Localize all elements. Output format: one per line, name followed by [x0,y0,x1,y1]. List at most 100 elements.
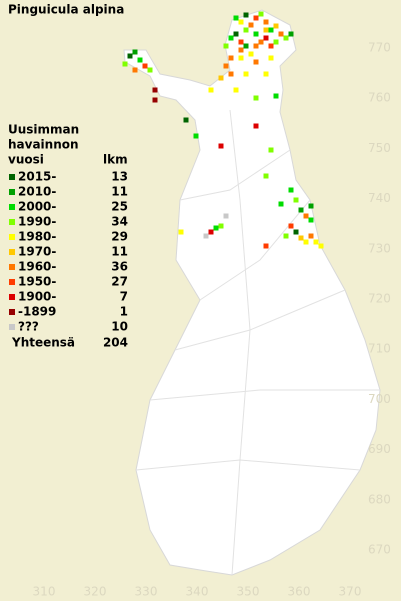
observation [253,31,259,37]
observation [308,233,314,239]
axes: 310 320 330 340 350 360 3706706806907007107207… [33,41,391,599]
observation [308,203,314,209]
observation [152,97,158,103]
observation [278,201,284,207]
observation [283,35,289,41]
observation [273,23,279,29]
y-axis-label: 740 [368,191,391,205]
observation [263,71,269,77]
observation [178,229,184,235]
legend-label: 2000- [18,200,56,214]
observation [268,55,274,61]
legend-heading: Uusimman [8,123,79,137]
legend-swatch [9,174,15,180]
observation [137,57,143,63]
legend-count: 29 [111,230,128,244]
observation [228,35,234,41]
observation [263,243,269,249]
observation [208,229,214,235]
legend-count: 25 [111,200,128,214]
x-axis-label: 350 [237,585,260,599]
observation [238,39,244,45]
legend-swatch [9,309,15,315]
observation [233,87,239,93]
legend-count: 34 [111,215,128,229]
observation [228,71,234,77]
y-axis-label: 700 [368,392,391,406]
region-borders [135,109,380,576]
legend-total-label: Yhteensä [11,336,75,350]
legend-label: -1899 [18,305,56,319]
observation [228,55,234,61]
observation [268,147,274,153]
y-axis-label: 760 [368,91,391,105]
observation [263,27,269,33]
observation [253,123,259,129]
observation [127,53,133,59]
observation [288,31,294,37]
observation [268,43,274,49]
observation [218,75,224,81]
observation [303,239,309,245]
observation [213,225,219,231]
legend-label: 1980- [18,230,56,244]
observation [303,213,309,219]
y-axis-label: 720 [368,292,391,306]
observation [298,207,304,213]
legend-swatch [9,204,15,210]
observation [268,27,274,33]
y-axis-label: 770 [368,41,391,55]
legend-swatch [9,294,15,300]
observation [233,15,239,21]
x-axis-label: 330 [135,585,158,599]
y-axis-label: 710 [368,342,391,356]
observation-squares [122,11,324,249]
x-axis-label: 360 [288,585,311,599]
y-axis-label: 730 [368,241,391,255]
observation [238,19,244,25]
observation [152,87,158,93]
observation [243,12,249,18]
observation [203,233,209,239]
y-axis-label: 750 [368,141,391,155]
x-axis-label: 320 [84,585,107,599]
legend-count: 11 [111,245,128,259]
observation [122,61,128,67]
legend-label: 1900- [18,290,56,304]
legend-label: 1950- [18,275,56,289]
observation [218,143,224,149]
observation [273,39,279,45]
observation [248,51,254,57]
observation [283,233,289,239]
observation [258,11,264,17]
observation [238,55,244,61]
legend-count: 10 [111,320,128,334]
observation [218,223,224,229]
legend-swatch [9,219,15,225]
legend-swatch [9,279,15,285]
legend-heading: vuosi [8,153,44,167]
observation [223,43,229,49]
observation [132,49,138,55]
country-outline [123,9,381,576]
observation [223,63,229,69]
y-axis-label: 690 [368,442,391,456]
legend-label: 1960- [18,260,56,274]
observation [243,71,249,77]
legend-label: ??? [18,320,39,334]
legend-swatch [9,249,15,255]
legend-total: 204 [103,336,128,350]
observation [288,187,294,193]
legend-label: 2015- [18,170,56,184]
observation [193,133,199,139]
observation [223,213,229,219]
observation [263,35,269,41]
x-axis-label: 370 [339,585,362,599]
observation [293,229,299,235]
legend-count: 13 [111,170,128,184]
observation [147,67,153,73]
x-axis-label: 340 [186,585,209,599]
legend-count: 27 [111,275,128,289]
